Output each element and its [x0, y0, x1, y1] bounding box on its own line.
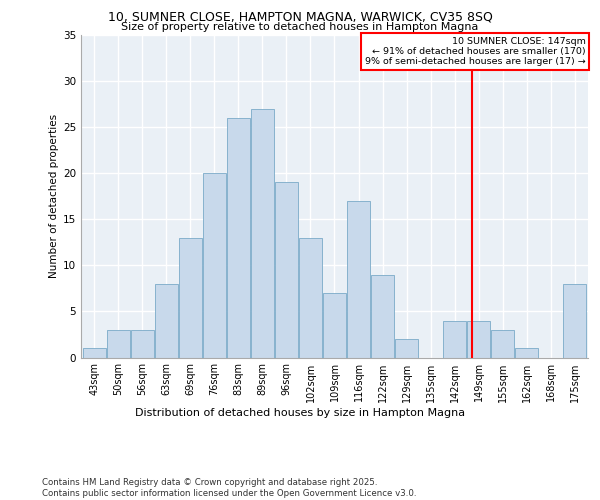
Bar	[155, 284, 178, 358]
Bar	[275, 182, 298, 358]
Bar	[131, 330, 154, 357]
Bar	[323, 293, 346, 358]
Bar	[251, 108, 274, 358]
Text: 10, SUMNER CLOSE, HAMPTON MAGNA, WARWICK, CV35 8SQ: 10, SUMNER CLOSE, HAMPTON MAGNA, WARWICK…	[107, 11, 493, 24]
Bar	[395, 339, 418, 357]
Bar	[515, 348, 538, 358]
Bar	[179, 238, 202, 358]
Text: Size of property relative to detached houses in Hampton Magna: Size of property relative to detached ho…	[121, 22, 479, 32]
Bar	[203, 173, 226, 358]
Bar	[227, 118, 250, 358]
Text: 10 SUMNER CLOSE: 147sqm
← 91% of detached houses are smaller (170)
9% of semi-de: 10 SUMNER CLOSE: 147sqm ← 91% of detache…	[365, 36, 586, 66]
Bar	[83, 348, 106, 358]
Y-axis label: Number of detached properties: Number of detached properties	[49, 114, 59, 278]
Text: Distribution of detached houses by size in Hampton Magna: Distribution of detached houses by size …	[135, 408, 465, 418]
Bar	[347, 201, 370, 358]
Bar	[491, 330, 514, 357]
Bar	[467, 320, 490, 358]
Bar	[443, 320, 466, 358]
Bar	[299, 238, 322, 358]
Text: Contains HM Land Registry data © Crown copyright and database right 2025.
Contai: Contains HM Land Registry data © Crown c…	[42, 478, 416, 498]
Bar	[371, 274, 394, 357]
Bar	[107, 330, 130, 357]
Bar	[563, 284, 586, 358]
